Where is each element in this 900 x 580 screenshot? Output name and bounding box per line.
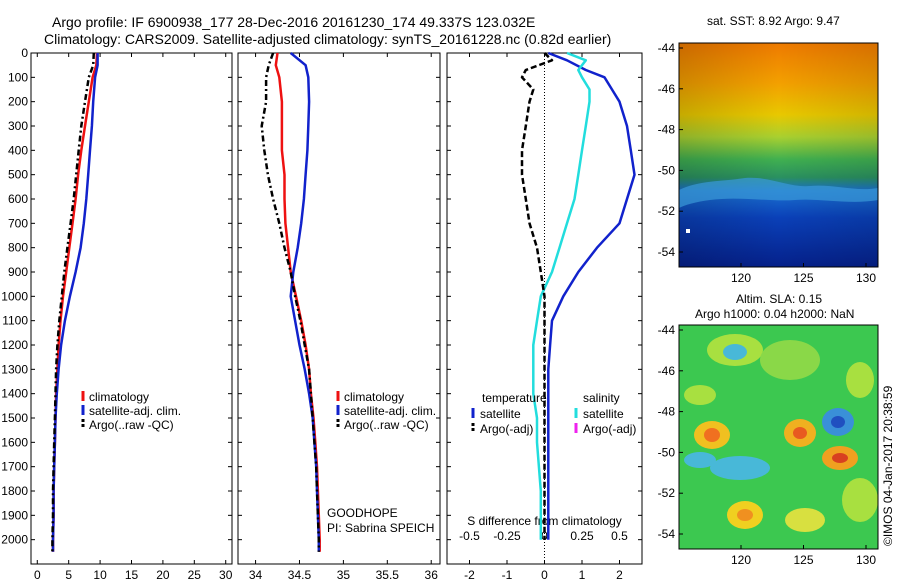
legend-entry-1-2: Argo(..raw -QC) bbox=[344, 418, 429, 432]
timestamp-stamp: ©IMOS 04-Jan-2017 20:38:59 bbox=[881, 385, 895, 546]
sst-lat-label-2: -48 bbox=[658, 123, 676, 137]
x-tick-label-0-0: 0 bbox=[34, 568, 41, 580]
x-tick-label-1-1: 34.5 bbox=[288, 568, 312, 580]
sst-lat-label-5: -54 bbox=[658, 245, 676, 259]
y-tick-label-1: 100 bbox=[8, 70, 28, 84]
legend-entry-1-1: satellite-adj. clim. bbox=[344, 404, 436, 418]
series-satellite-0 bbox=[51, 53, 99, 552]
sla-map-title-line1: Altim. SLA: 0.15 bbox=[736, 292, 823, 306]
sla-lat-label-2: -48 bbox=[658, 405, 676, 419]
x-tick-label-0-2: 10 bbox=[93, 568, 107, 580]
series-argo-1 bbox=[260, 52, 321, 552]
legend-entry-0-0: climatology bbox=[89, 390, 149, 404]
argo-position-marker bbox=[686, 229, 690, 233]
series-argo_T-2 bbox=[520, 52, 554, 540]
sst-lat-label-3: -50 bbox=[658, 163, 676, 177]
y-tick-label-3: 300 bbox=[8, 119, 28, 133]
x-tick-label-0-3: 15 bbox=[125, 568, 139, 580]
figure-title-line1: Argo profile: IF 6900938_177 28-Dec-2016… bbox=[52, 14, 536, 30]
series-climatology-1 bbox=[274, 52, 321, 552]
x-tick-label-2-4: 2 bbox=[616, 568, 623, 580]
y-tick-label-0: 0 bbox=[21, 46, 28, 60]
y-tick-label-4: 400 bbox=[8, 143, 28, 157]
annotation-pi: PI: Sabrina SPEICH bbox=[327, 521, 434, 535]
x-tick-label-2-3: 1 bbox=[579, 568, 586, 580]
x-tick-label-2-0: -2 bbox=[464, 568, 475, 580]
legend-entry-1-0: climatology bbox=[344, 390, 404, 404]
y-tick-label-14: 1400 bbox=[1, 387, 28, 401]
sst-lat-label-1: -46 bbox=[658, 82, 676, 96]
s-tick-label-4: 0.5 bbox=[611, 529, 628, 543]
legend-entry-0-1: satellite-adj. clim. bbox=[89, 404, 181, 418]
legend-entry-2-2: satellite bbox=[583, 407, 624, 421]
y-tick-label-16: 1600 bbox=[1, 435, 28, 449]
x-tick-label-0-1: 5 bbox=[65, 568, 72, 580]
x-tick-label-0-5: 25 bbox=[188, 568, 202, 580]
sla-lat-label-5: -54 bbox=[658, 527, 676, 541]
x-tick-label-1-2: 35 bbox=[337, 568, 351, 580]
x-tick-label-2-2: 0 bbox=[541, 568, 548, 580]
sla-map-title-line2: Argo h1000: 0.04 h2000: NaN bbox=[695, 307, 855, 321]
y-tick-label-9: 900 bbox=[8, 265, 28, 279]
y-tick-label-8: 800 bbox=[8, 241, 28, 255]
y-tick-label-20: 2000 bbox=[1, 533, 28, 547]
annotation-project: GOODHOPE bbox=[327, 506, 398, 520]
x-tick-label-0-4: 20 bbox=[156, 568, 170, 580]
y-tick-label-13: 1300 bbox=[1, 362, 28, 376]
sst-front bbox=[679, 177, 878, 208]
sst-lon-label-0: 120 bbox=[731, 271, 751, 285]
x-tick-label-1-3: 35.5 bbox=[376, 568, 400, 580]
y-tick-label-19: 1900 bbox=[1, 508, 28, 522]
y-tick-label-11: 1100 bbox=[2, 314, 28, 328]
sst-lon-label-1: 125 bbox=[793, 271, 813, 285]
legend-entry-2-0: satellite bbox=[480, 407, 521, 421]
sla-lat-label-3: -50 bbox=[658, 445, 676, 459]
legend-entry-0-2: Argo(..raw -QC) bbox=[89, 418, 174, 432]
y-tick-label-10: 1000 bbox=[1, 289, 28, 303]
series-argo-0 bbox=[51, 52, 96, 552]
x-tick-label-1-0: 34 bbox=[249, 568, 263, 580]
series-climatology-0 bbox=[51, 52, 99, 552]
y-tick-label-18: 1800 bbox=[1, 484, 28, 498]
sla-lat-label-4: -52 bbox=[658, 486, 676, 500]
y-tick-label-17: 1700 bbox=[1, 460, 28, 474]
sst-lat-label-0: -44 bbox=[658, 41, 676, 55]
series-satellite-1 bbox=[289, 52, 321, 552]
figure-title-line2: Climatology: CARS2009. Satellite-adjuste… bbox=[44, 31, 612, 47]
sla-lat-label-1: -46 bbox=[658, 364, 676, 378]
sla-lon-label-0: 120 bbox=[731, 553, 751, 567]
legend-title-temperature: temperature bbox=[482, 391, 547, 405]
s-tick-label-0: -0.5 bbox=[459, 529, 480, 543]
axes-frame-1 bbox=[237, 52, 441, 565]
x-tick-label-1-4: 36 bbox=[425, 568, 439, 580]
sla-blobs bbox=[684, 334, 878, 532]
sla-lat-label-0: -44 bbox=[658, 323, 676, 337]
y-tick-label-7: 700 bbox=[8, 216, 28, 230]
legend-entry-2-1: Argo(-adj) bbox=[480, 422, 533, 436]
y-tick-label-2: 200 bbox=[8, 95, 28, 109]
y-tick-label-6: 600 bbox=[8, 192, 28, 206]
sla-lon-label-2: 130 bbox=[856, 553, 876, 567]
sst-lon-label-2: 130 bbox=[856, 271, 876, 285]
legend-title-salinity: salinity bbox=[583, 391, 620, 405]
y-tick-label-15: 1500 bbox=[1, 411, 28, 425]
legend-entry-2-3: Argo(-adj) bbox=[583, 422, 636, 436]
x-tick-label-2-1: -1 bbox=[502, 568, 513, 580]
sst-lat-label-4: -52 bbox=[658, 204, 676, 218]
x-tick-label-0-6: 30 bbox=[219, 568, 233, 580]
y-tick-label-12: 1200 bbox=[1, 338, 28, 352]
y-tick-label-5: 500 bbox=[8, 168, 28, 182]
series-satellite_S-2 bbox=[532, 51, 591, 540]
s-tick-label-1: -0.25 bbox=[493, 529, 521, 543]
sst-map-title: sat. SST: 8.92 Argo: 9.47 bbox=[707, 14, 840, 28]
series-satellite_T-2 bbox=[547, 51, 636, 540]
s-tick-label-3: 0.25 bbox=[570, 529, 594, 543]
sla-lon-label-1: 125 bbox=[793, 553, 813, 567]
